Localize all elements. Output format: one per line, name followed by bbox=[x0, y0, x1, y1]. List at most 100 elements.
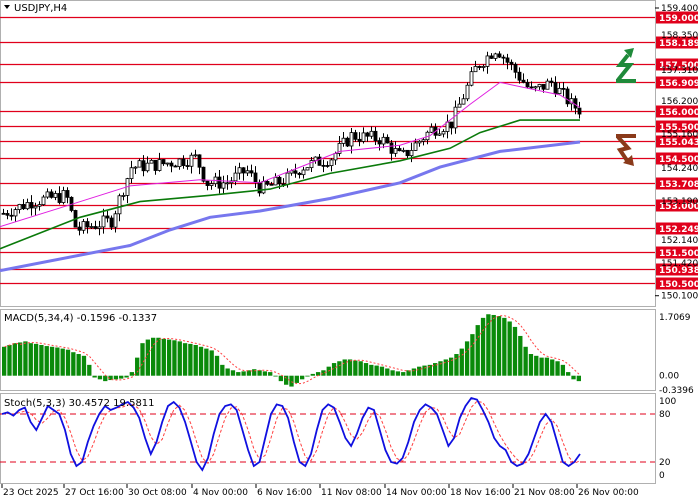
candle-body bbox=[397, 148, 402, 152]
candle-body bbox=[413, 142, 418, 151]
candle-body bbox=[201, 166, 206, 182]
candle-body bbox=[421, 139, 426, 142]
candle-body bbox=[129, 167, 134, 180]
candle-body bbox=[249, 170, 254, 174]
candle-body bbox=[121, 195, 126, 197]
macd-scale-label: 0.00 bbox=[659, 372, 679, 382]
macd-bar bbox=[2, 346, 7, 376]
price-tick-label: 158.350 bbox=[661, 31, 698, 41]
macd-bar bbox=[209, 350, 214, 376]
level-label: 150.938 bbox=[659, 266, 700, 276]
level-label-box bbox=[656, 199, 698, 212]
candle-body bbox=[293, 170, 298, 174]
candle-body bbox=[21, 204, 26, 210]
candle-body bbox=[117, 195, 122, 215]
price-tick-label: 155.160 bbox=[661, 130, 698, 140]
candle-body bbox=[505, 57, 510, 63]
macd-bar bbox=[342, 359, 347, 376]
price-axis: 159.000 158.189 157.500 156.909 156.000 155.5… bbox=[655, 4, 700, 302]
candle-body bbox=[133, 166, 138, 169]
macd-bar bbox=[268, 372, 273, 376]
macd-bar bbox=[23, 341, 28, 376]
price-tick-label: 159.400 bbox=[661, 4, 698, 14]
level-label: 151.500 bbox=[659, 249, 700, 259]
macd-bar bbox=[443, 359, 448, 376]
candle-body bbox=[365, 132, 370, 137]
level-label-box bbox=[656, 58, 698, 71]
time-tick-label: 27 Oct 16:00 bbox=[65, 488, 124, 498]
candle-body bbox=[545, 80, 550, 90]
macd-bar bbox=[507, 321, 512, 376]
ma-fast-line bbox=[0, 81, 581, 228]
candle-body bbox=[369, 130, 374, 137]
macd-bar bbox=[230, 370, 236, 376]
macd-bar bbox=[374, 365, 379, 376]
macd-bar bbox=[124, 375, 129, 378]
level-label-box bbox=[656, 177, 698, 190]
candle-body bbox=[513, 63, 518, 73]
candle-body bbox=[193, 154, 198, 157]
candle-body bbox=[573, 98, 578, 109]
candle-body bbox=[537, 84, 542, 88]
price-tick-label: 153.190 bbox=[661, 197, 698, 207]
candle-body bbox=[357, 138, 362, 142]
candle-body bbox=[457, 103, 462, 108]
level-label: 155.043 bbox=[659, 138, 700, 148]
candle-body bbox=[445, 121, 450, 132]
price-tick-label: 151.420 bbox=[661, 259, 698, 269]
macd-bar bbox=[220, 364, 225, 376]
ma-mid-line bbox=[0, 119, 580, 250]
candle-body bbox=[65, 190, 70, 198]
macd-bar bbox=[28, 343, 33, 376]
time-tick-label: 14 Nov 00:00 bbox=[386, 488, 447, 498]
level-label-box bbox=[656, 277, 698, 290]
symbol-dropdown-icon[interactable] bbox=[4, 5, 10, 9]
macd-bar bbox=[555, 361, 560, 376]
macd-bar bbox=[459, 348, 464, 376]
macd-bar bbox=[273, 375, 278, 377]
candle-body bbox=[541, 84, 546, 90]
macd-bar bbox=[496, 316, 502, 376]
macd-bar bbox=[433, 363, 438, 376]
candle-body bbox=[181, 158, 186, 166]
candle-body bbox=[453, 106, 458, 129]
macd-bar bbox=[422, 365, 427, 376]
macd-bar bbox=[172, 340, 177, 376]
stoch-scale-label: 0 bbox=[659, 471, 665, 481]
level-label-box bbox=[656, 222, 698, 235]
macd-bar bbox=[252, 369, 257, 376]
candle-body bbox=[341, 137, 346, 144]
candle-body bbox=[277, 176, 282, 185]
candle-body bbox=[353, 132, 358, 140]
level-label: 155.500 bbox=[659, 123, 700, 133]
macd-bar bbox=[92, 375, 97, 378]
candle-body bbox=[309, 160, 314, 169]
macd-bar bbox=[7, 344, 12, 376]
level-label: 158.189 bbox=[659, 39, 700, 49]
macd-bar bbox=[87, 364, 92, 376]
macd-bar bbox=[539, 357, 544, 376]
candle-body bbox=[533, 86, 538, 89]
ma-slow-line bbox=[0, 140, 581, 273]
macd-bar bbox=[454, 354, 459, 376]
candle-body bbox=[429, 126, 434, 133]
candle-body bbox=[389, 142, 394, 154]
candle-body bbox=[337, 143, 342, 154]
candle-body bbox=[225, 182, 230, 185]
candle-body bbox=[157, 159, 162, 171]
macd-bar bbox=[177, 341, 182, 376]
candle-body bbox=[113, 213, 118, 228]
time-axis: 23 Oct 2025 27 Oct 16:00 30 Oct 08:00 4 Nov… bbox=[1, 484, 639, 498]
candle-body bbox=[197, 154, 202, 168]
candle-body bbox=[401, 149, 406, 152]
candle-body bbox=[529, 86, 534, 89]
candle-body bbox=[233, 172, 238, 182]
candle-body bbox=[313, 156, 318, 161]
macd-bar bbox=[315, 372, 321, 376]
candle-body bbox=[481, 66, 486, 68]
macd-bar bbox=[204, 348, 209, 376]
macd-bar bbox=[140, 343, 145, 376]
macd-bar bbox=[528, 354, 534, 376]
macd-bar bbox=[491, 314, 496, 376]
